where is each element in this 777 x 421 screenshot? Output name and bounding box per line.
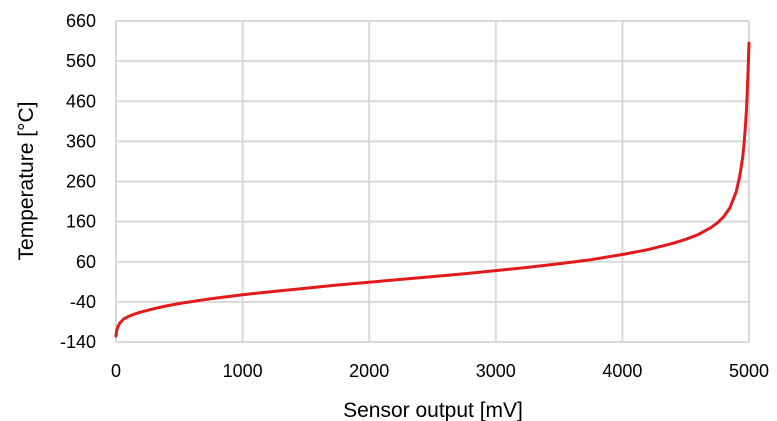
x-tick-label: 5000	[729, 361, 769, 381]
gridlines	[115, 20, 750, 343]
y-tick-label: 660	[66, 11, 96, 31]
y-tick-label: -140	[60, 332, 96, 352]
y-tick-label: 160	[66, 212, 96, 232]
y-tick-labels: -140 -40 60 160 260 360 460 560 660	[60, 11, 96, 352]
y-tick-label: 460	[66, 91, 96, 111]
y-tick-label: 360	[66, 131, 96, 151]
y-tick-label: 260	[66, 172, 96, 192]
y-tick-label: -40	[70, 292, 96, 312]
series-line	[114, 41, 751, 338]
x-tick-label: 0	[111, 361, 121, 381]
x-tick-label: 3000	[476, 361, 516, 381]
series-layer	[114, 41, 751, 338]
x-tick-labels: 0 1000 2000 3000 4000 5000	[111, 361, 769, 381]
x-tick-label: 2000	[349, 361, 389, 381]
y-tick-label: 560	[66, 51, 96, 71]
x-tick-label: 4000	[602, 361, 642, 381]
x-axis-title: Sensor output [mV]	[343, 399, 523, 421]
x-tick-label: 1000	[223, 361, 263, 381]
y-axis-title: Temperature [°C]	[15, 102, 38, 261]
y-tick-label: 60	[76, 252, 96, 272]
